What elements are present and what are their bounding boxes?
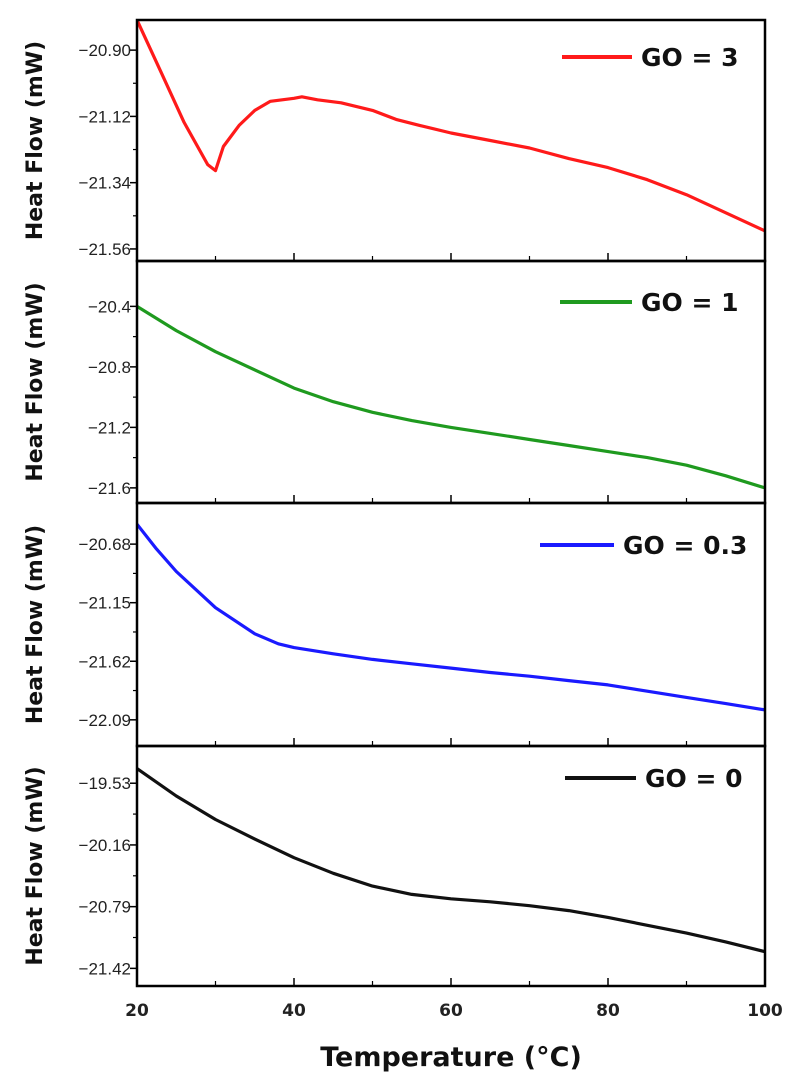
ytick-label: −20.79	[79, 898, 131, 917]
panel-frame	[135, 744, 767, 988]
ytick-label: −21.62	[79, 652, 131, 671]
ytick-label: −20.90	[79, 41, 131, 60]
ytick-label: −20.4	[88, 297, 131, 316]
y-axis-title: Heat Flow (mW)	[23, 525, 48, 724]
ytick-label: −20.8	[88, 358, 131, 377]
y-axis-title: Heat Flow (mW)	[23, 41, 48, 240]
series-line-go-3	[137, 20, 765, 233]
ytick-label: −21.15	[79, 594, 131, 613]
series-line-go-0	[137, 767, 765, 954]
panel-2: −20.68 −21.15 −21.62 −22.09 GO = 0.3 Heat Flo…	[23, 501, 767, 748]
legend-label: GO = 3	[641, 43, 739, 72]
panel-1: −20.4 −20.8 −21.2 −21.6 GO = 1 Heat Flow (mW)	[23, 259, 767, 505]
series-line-go-1	[137, 305, 765, 490]
ytick-label: −22.09	[79, 711, 131, 730]
legend-label: GO = 0	[645, 764, 743, 793]
y-axis-title: Heat Flow (mW)	[23, 282, 48, 481]
y-axis-title: Heat Flow (mW)	[23, 766, 48, 965]
xtick-label: 40	[282, 1001, 306, 1021]
x-axis-title: Temperature (°C)	[320, 1042, 582, 1073]
ytick-label: −21.12	[79, 107, 131, 126]
ytick-label: −21.56	[79, 240, 131, 259]
legend-label: GO = 0.3	[623, 531, 747, 560]
ytick-label: −21.6	[88, 479, 131, 498]
legend-label: GO = 1	[641, 288, 739, 317]
xtick-label: 20	[125, 1001, 149, 1021]
panel-0: −20.90 −21.12 −21.34 −21.56 GO = 3 Heat Flow …	[23, 18, 767, 263]
ytick-label: −19.53	[79, 774, 131, 793]
ytick-label: −20.16	[79, 836, 131, 855]
ytick-label: −21.2	[88, 418, 131, 437]
xtick-label: 80	[596, 1001, 620, 1021]
xtick-label: 100	[747, 1001, 783, 1021]
panel-3: −19.53 −20.16 −20.79 −21.42 GO = 0 Heat Flow …	[23, 744, 767, 988]
ytick-label: −20.68	[79, 535, 131, 554]
xtick-label: 60	[439, 1001, 463, 1021]
ytick-label: −21.34	[79, 174, 131, 193]
series-line-go-0-3	[137, 523, 765, 712]
ytick-label: −21.42	[79, 959, 131, 978]
